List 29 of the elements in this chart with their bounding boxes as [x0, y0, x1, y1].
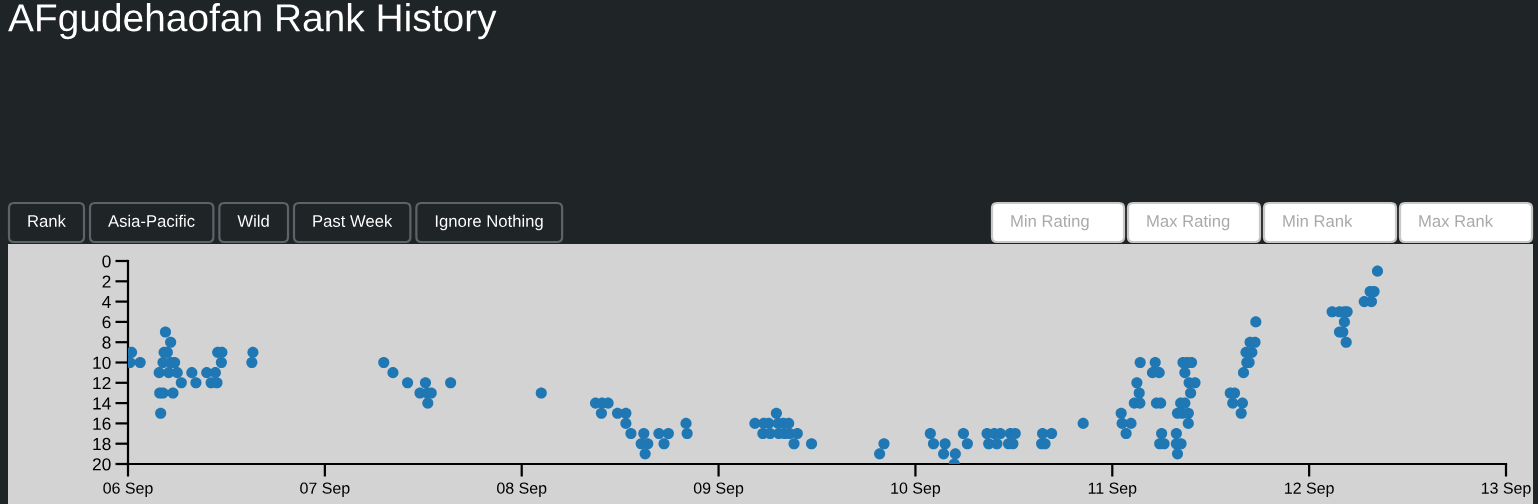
y-tick-label: 16	[93, 417, 111, 430]
text: Min Rank	[1283, 214, 1353, 227]
y-tick-label: 12	[93, 376, 111, 390]
x-tick-label: 13 Sep	[1481, 482, 1531, 497]
y-tick-label: 8	[102, 336, 111, 349]
y-tick-label: 0	[102, 255, 111, 268]
x-tick-label: 08 Sep	[497, 482, 547, 497]
text: Rank	[28, 214, 66, 227]
y-tick-label: 14	[93, 397, 111, 410]
y-tick-label: 10	[93, 356, 111, 369]
text: Wild	[237, 214, 269, 227]
x-tick-label: 07 Sep	[300, 482, 350, 497]
y-tick-label: 18	[93, 437, 111, 451]
text: Max Rank	[1419, 214, 1494, 227]
text: Past Week	[313, 214, 393, 227]
text: Min Rating	[1011, 214, 1089, 231]
y-tick-label: 6	[102, 316, 111, 329]
x-tick-label: 09 Sep	[693, 482, 744, 497]
x-tick-label: 12 Sep	[1285, 482, 1334, 497]
y-tick-label: 4	[102, 295, 111, 308]
y-tick-label: 2	[102, 275, 111, 288]
x-tick-label: 06 Sep	[103, 482, 153, 497]
chart-title: AFgudehaofan Rank History	[8, 3, 497, 40]
text: Asia-Pacific	[108, 214, 195, 227]
text: Max Rating	[1147, 214, 1230, 231]
x-tick-label: 11 Sep	[1088, 482, 1137, 497]
x-tick-label: 10 Sep	[891, 482, 941, 497]
text: Ignore Nothing	[435, 214, 543, 231]
y-tick-label: 20	[92, 458, 111, 471]
